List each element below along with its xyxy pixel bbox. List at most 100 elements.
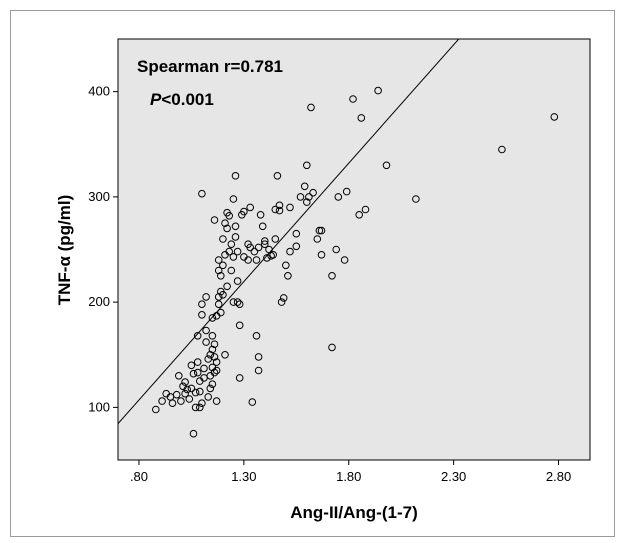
data-point	[277, 298, 286, 306]
x-tick-label: .80	[130, 469, 148, 484]
data-point	[172, 390, 181, 399]
data-point	[191, 403, 200, 412]
data-point	[212, 358, 221, 366]
data-point	[231, 172, 240, 180]
data-point	[258, 222, 267, 231]
data-point	[214, 300, 223, 309]
data-point	[212, 397, 221, 405]
data-point	[498, 145, 506, 154]
data-point	[263, 254, 271, 262]
data-point	[196, 387, 204, 396]
data-point	[303, 161, 311, 170]
data-point	[229, 195, 238, 203]
data-point	[210, 216, 219, 224]
data-point	[349, 95, 357, 103]
data-point	[208, 345, 217, 354]
data-point	[342, 187, 351, 196]
data-point	[361, 205, 370, 214]
data-point	[217, 308, 225, 317]
data-point	[223, 282, 231, 291]
data-point	[250, 247, 259, 256]
data-point	[355, 211, 364, 219]
data-point	[193, 358, 202, 366]
data-point	[279, 294, 288, 302]
data-point	[214, 256, 223, 264]
data-point	[202, 326, 210, 335]
data-point	[208, 380, 217, 389]
data-point	[382, 161, 391, 170]
data-point	[300, 182, 309, 191]
data-point	[254, 366, 263, 375]
data-point	[292, 229, 301, 238]
data-point	[231, 222, 240, 231]
data-point	[550, 113, 559, 121]
x-tick-label: 2.30	[441, 469, 466, 484]
data-point	[261, 237, 269, 245]
data-point	[225, 247, 233, 256]
data-point	[240, 207, 248, 216]
data-point	[168, 399, 177, 408]
x-tick-label: 1.30	[231, 469, 256, 484]
data-point	[307, 103, 315, 112]
p-value: <0.001	[161, 90, 213, 109]
data-point	[282, 261, 290, 270]
data-point	[221, 219, 229, 227]
data-point	[198, 300, 206, 309]
data-point	[246, 203, 254, 212]
data-point	[152, 405, 160, 414]
data-point	[317, 251, 326, 259]
data-point	[332, 245, 341, 254]
fit-line	[118, 39, 460, 425]
data-point	[219, 291, 227, 299]
data-point	[208, 332, 217, 340]
data-point	[334, 193, 343, 201]
data-point	[214, 266, 223, 275]
data-point	[252, 332, 261, 340]
p-value-annotation: P<0.001	[150, 90, 214, 109]
data-point	[357, 114, 366, 122]
data-point	[198, 399, 206, 408]
data-point	[158, 397, 166, 405]
y-tick-label: 200	[88, 294, 110, 309]
data-point	[200, 364, 208, 373]
data-point	[214, 293, 223, 301]
data-point	[227, 266, 236, 275]
data-point	[217, 272, 225, 280]
data-point	[223, 224, 231, 233]
data-point	[244, 256, 252, 264]
data-point	[198, 189, 206, 198]
data-point	[212, 366, 221, 375]
data-point	[235, 321, 244, 330]
data-point	[185, 395, 194, 403]
data-point	[292, 242, 301, 251]
data-point	[309, 188, 317, 197]
data-point	[193, 332, 202, 340]
spearman-annotation: Spearman r=0.781	[137, 57, 283, 76]
data-point	[189, 429, 198, 438]
data-point	[256, 211, 265, 219]
data-point	[286, 247, 294, 256]
data-point	[196, 403, 204, 412]
data-point	[233, 247, 242, 256]
data-point	[246, 243, 254, 252]
data-point	[183, 385, 191, 394]
data-point	[187, 361, 196, 370]
data-point	[204, 393, 212, 401]
x-tick-label: 1.80	[336, 469, 361, 484]
data-point	[191, 388, 200, 397]
data-point	[235, 300, 244, 309]
y-tick-label: 300	[88, 189, 110, 204]
data-point	[181, 389, 189, 398]
p-italic: P	[150, 90, 162, 109]
data-point	[219, 261, 227, 270]
data-point	[273, 172, 282, 180]
data-points	[152, 86, 559, 438]
data-point	[189, 369, 198, 378]
data-point	[210, 368, 219, 377]
data-point	[177, 397, 185, 405]
x-tick-label: 2.80	[546, 469, 571, 484]
data-point	[231, 233, 240, 241]
data-point	[328, 343, 336, 352]
data-point	[202, 293, 210, 301]
data-point	[305, 193, 313, 201]
